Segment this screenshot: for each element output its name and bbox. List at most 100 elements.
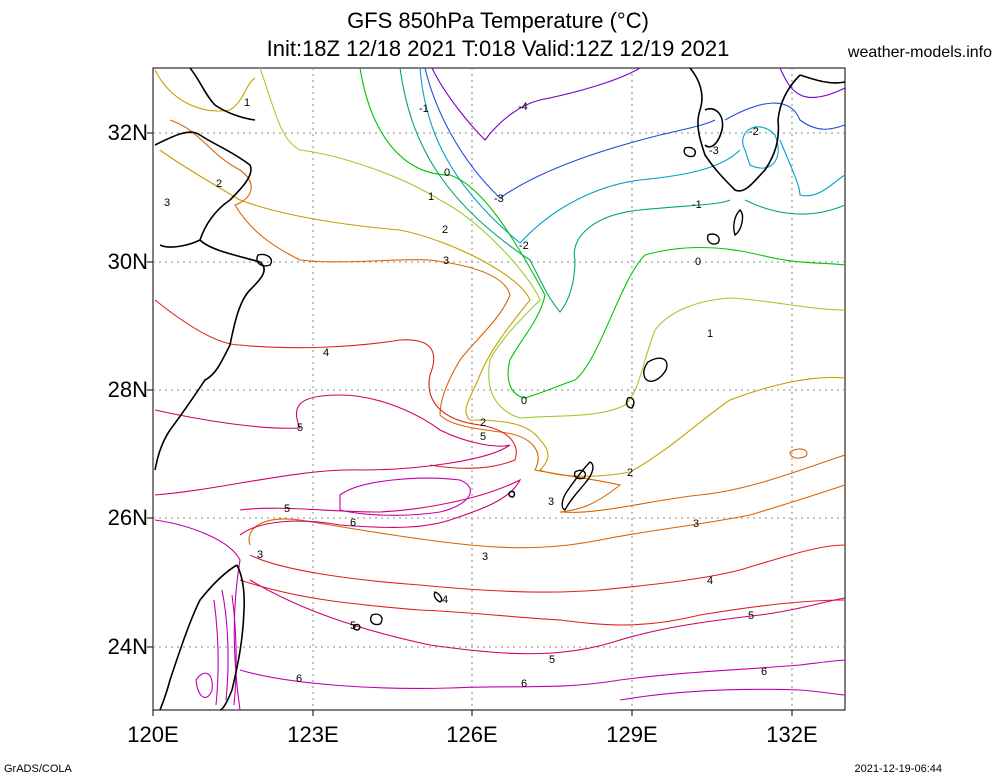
- contour-label: 6: [521, 678, 527, 690]
- contour-three-loop: [789, 448, 808, 459]
- contour-minus2-loop: [742, 126, 779, 169]
- contour-minus2: [419, 67, 741, 244]
- island-miyako: [433, 591, 443, 603]
- contour-label: -2: [749, 126, 759, 138]
- contour-label: 5: [284, 503, 290, 515]
- contour-label: 6: [296, 673, 302, 685]
- islands: [256, 146, 744, 631]
- contour-minus1-east: [744, 199, 846, 215]
- contour-label: 5: [549, 654, 555, 666]
- contour-zero: [359, 67, 846, 399]
- contour-two-main: [159, 149, 846, 477]
- contour-label: 1: [244, 97, 250, 109]
- lat-label-24n: 24N: [107, 634, 148, 659]
- contour-label: 3: [693, 518, 699, 530]
- contour-label: 4: [707, 575, 713, 587]
- lat-label-28n: 28N: [107, 377, 148, 402]
- coast-korea-japan: [689, 67, 846, 192]
- contour-three-north: [169, 119, 622, 513]
- contour-label: 2: [442, 224, 448, 236]
- contour-label: -4: [518, 101, 528, 113]
- contour-six-south: [239, 659, 846, 689]
- contour-label: 2: [216, 178, 222, 190]
- contour-label: 4: [442, 594, 448, 606]
- contour-label: 3: [257, 549, 263, 561]
- axis-ticks: [147, 132, 793, 716]
- contour-label: 6: [350, 517, 356, 529]
- contour-four-south: [239, 579, 846, 626]
- contour-label: 3: [164, 197, 170, 209]
- lat-label-26n: 26N: [107, 505, 148, 530]
- island-zhoushan: [256, 253, 273, 267]
- lon-label-120e: 120E: [127, 722, 179, 747]
- contour-five-south: [249, 579, 846, 655]
- contour-minus3: [424, 67, 716, 199]
- contour-label: -1: [419, 103, 429, 115]
- island-jeju: [683, 146, 696, 158]
- contour-minus2-east: [779, 139, 846, 197]
- contour-label: 2: [480, 417, 486, 429]
- coast-china-north: [189, 67, 256, 121]
- contour-four-north: [154, 299, 517, 469]
- contour-six-taiwan: [213, 589, 237, 706]
- contour-labels: 1 2 3 -1 0 1 2 3 -4 -3 -2 4 0 1 -1 -2 -3…: [164, 97, 767, 690]
- contour-label: 0: [695, 256, 701, 268]
- footer-timestamp: 2021-12-19-06:44: [854, 763, 942, 775]
- contour-six-west: [154, 519, 241, 711]
- island-yonaguni: [352, 623, 361, 631]
- contour-label: 3: [482, 551, 488, 563]
- contour-six-se: [619, 688, 846, 701]
- graticule: [153, 68, 845, 710]
- coast-kyushu: [704, 108, 724, 148]
- island-tokunoshima: [625, 396, 635, 409]
- coast-china: [154, 131, 265, 471]
- island-ishigaki: [370, 613, 383, 626]
- contour-label: 2: [627, 467, 633, 479]
- chart-title: GFS 850hPa Temperature (°C): [347, 8, 649, 33]
- contour-label: 5: [480, 431, 486, 443]
- coast-taiwan: [159, 564, 245, 711]
- contour-minus3-east: [724, 102, 846, 130]
- contour-label: 4: [323, 347, 329, 359]
- contour-minus4-east: [779, 67, 846, 99]
- island-yakushima: [706, 233, 720, 245]
- contour-label: -1: [692, 199, 702, 211]
- contour-five-north: [154, 394, 511, 496]
- contour-five-mid: [239, 478, 522, 536]
- contour-six-loop2: [195, 672, 213, 698]
- island-amami: [643, 357, 668, 382]
- contour-label: 3: [443, 255, 449, 267]
- contour-four-mid: [249, 544, 846, 593]
- map-frame: [152, 67, 846, 711]
- island-tanegashima: [733, 209, 744, 237]
- contour-label: 1: [707, 328, 713, 340]
- contour-label: 0: [444, 167, 450, 179]
- contour-label: 5: [350, 620, 356, 632]
- contour-label: -2: [519, 240, 529, 252]
- contour-label: 0: [521, 395, 527, 407]
- contour-label: -3: [494, 193, 504, 205]
- lat-label-32n: 32N: [107, 120, 148, 145]
- lon-label-126e: 126E: [446, 722, 498, 747]
- lon-label-132e: 132E: [766, 722, 818, 747]
- contour-one: [259, 67, 846, 419]
- temperature-contours: [154, 67, 846, 711]
- contour-label: 1: [428, 191, 434, 203]
- footer-software-credit: GrADS/COLA: [4, 763, 72, 775]
- site-credit: weather-models.info: [847, 44, 992, 61]
- lon-label-123e: 123E: [287, 722, 339, 747]
- coastlines: [154, 67, 846, 711]
- contour-two: [154, 69, 256, 112]
- contour-label: 6: [761, 666, 767, 678]
- chart-subtitle: Init:18Z 12/18 2021 T:018 Valid:12Z 12/1…: [266, 36, 730, 61]
- contour-minus4: [431, 67, 641, 141]
- lat-label-30n: 30N: [107, 249, 148, 274]
- contour-minus1: [399, 67, 731, 313]
- contour-three-sw: [248, 484, 846, 549]
- contour-six-loop: [339, 477, 471, 516]
- lon-label-129e: 129E: [606, 722, 658, 747]
- contour-label: 3: [548, 496, 554, 508]
- contour-label: 5: [297, 422, 303, 434]
